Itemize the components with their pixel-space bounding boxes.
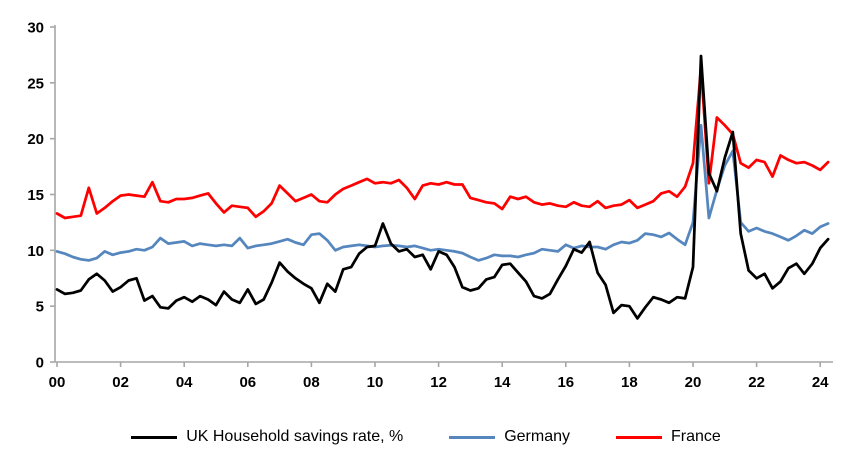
germany-line-swatch-icon xyxy=(449,435,496,439)
x-axis-tick-label: 00 xyxy=(49,374,66,391)
x-axis-tick-label: 22 xyxy=(748,374,765,391)
x-axis-tick-label: 16 xyxy=(557,374,574,391)
x-axis-tick-label: 14 xyxy=(494,374,511,391)
y-axis-tick-label: 0 xyxy=(36,355,44,372)
legend-item-france: France xyxy=(616,428,721,446)
y-axis-tick-label: 10 xyxy=(27,243,44,260)
legend-label-germany: Germany xyxy=(504,428,570,445)
series-line-uk xyxy=(55,54,830,320)
x-axis-tick-label: 04 xyxy=(176,374,193,391)
x-axis-tick-label: 06 xyxy=(239,374,256,391)
chart-legend: UK Household savings rate, % Germany Fra… xyxy=(0,428,852,446)
series-line-germany xyxy=(55,123,830,262)
legend-label-france: France xyxy=(671,428,721,445)
x-axis-tick-label: 02 xyxy=(112,374,129,391)
france-line-swatch-icon xyxy=(616,435,662,439)
x-axis-tick-label: 20 xyxy=(685,374,702,391)
x-axis-tick-label: 10 xyxy=(367,374,384,391)
uk-line-swatch-icon xyxy=(131,435,178,439)
legend-item-uk: UK Household savings rate, % xyxy=(131,428,403,446)
x-axis-tick-label: 18 xyxy=(621,374,638,391)
x-axis-tick-label: 12 xyxy=(430,374,447,391)
y-axis-tick-label: 15 xyxy=(27,187,44,204)
y-axis-tick-label: 20 xyxy=(27,131,44,148)
series-line-france xyxy=(55,65,830,220)
x-axis-tick-label: 24 xyxy=(812,374,829,391)
y-axis-tick-label: 25 xyxy=(27,75,44,92)
legend-label-uk: UK Household savings rate, % xyxy=(186,428,404,445)
y-axis-tick-label: 30 xyxy=(27,20,44,37)
legend-item-germany: Germany xyxy=(449,428,570,446)
x-axis-tick-label: 08 xyxy=(303,374,320,391)
y-axis-tick-label: 5 xyxy=(36,299,44,316)
